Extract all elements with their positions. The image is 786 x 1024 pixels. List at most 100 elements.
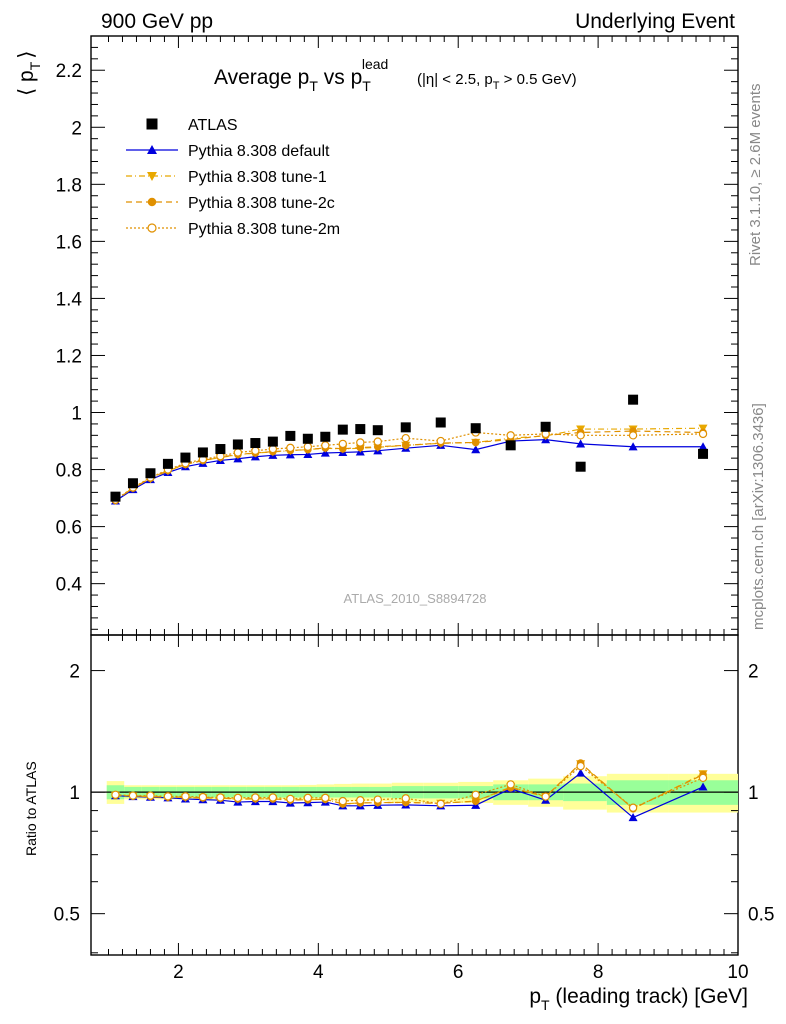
ratio-point-3	[576, 761, 585, 771]
atlas-point	[355, 424, 366, 435]
series-point-3	[251, 446, 260, 455]
y-tick-label-ratio: 2	[69, 662, 80, 683]
ratio-point-3	[401, 794, 410, 803]
ratio-point-0	[628, 813, 638, 822]
y-tick-label: 0.8	[56, 461, 82, 482]
svg-text:pT (leading track) [GeV]: pT (leading track) [GeV]	[529, 985, 748, 1013]
title-vs: vs p	[318, 66, 362, 89]
legend-marker	[146, 118, 158, 130]
atlas-point	[575, 461, 586, 472]
series-point-3	[628, 431, 638, 440]
ratio-line-3	[115, 765, 704, 809]
atlas-point	[250, 438, 261, 449]
series-point-0	[576, 439, 586, 448]
legend-marker	[147, 197, 157, 207]
y-axis-label-bottom: Ratio to ATLAS	[23, 761, 39, 856]
header-left: 900 GeV pp	[101, 10, 213, 33]
ratio-point-3	[251, 793, 260, 802]
ratio-point-3	[436, 799, 445, 809]
ratio-point-3	[628, 803, 638, 812]
y-tick-label-ratio-right: 1	[748, 783, 759, 804]
series-point-3	[698, 429, 708, 439]
ratio-point-3	[268, 793, 278, 802]
atlas-point	[180, 452, 191, 463]
svg-text:Average pT vs pTlead: Average pT vs pTlead	[214, 56, 388, 94]
ratio-point-3	[163, 792, 173, 801]
x-tick-label: 8	[593, 962, 604, 983]
title-sub-t: T	[309, 78, 318, 94]
atlas-point	[372, 425, 383, 436]
series-point-3	[401, 433, 410, 443]
series-point-0	[628, 442, 638, 451]
y-tick-label: 1.4	[56, 289, 83, 310]
title-tail-a: (|η| < 2.5, p	[417, 71, 493, 88]
x-tick-label: 4	[313, 962, 324, 983]
series-point-3	[233, 448, 243, 457]
y-tick-label: 1	[71, 404, 82, 425]
legend-label: Pythia 8.308 tune-2c	[188, 195, 335, 212]
ratio-point-3	[111, 790, 120, 799]
ratio-point-3	[338, 796, 348, 806]
ratio-point-0	[576, 768, 586, 777]
ratio-point-0	[698, 782, 708, 791]
ratio-line-2	[115, 762, 704, 810]
ratio-point-3	[698, 773, 708, 783]
series-marks	[110, 394, 709, 822]
ratio-point-3	[128, 791, 138, 800]
series-point-3	[338, 439, 348, 449]
atlas-point	[302, 433, 313, 444]
atlas-point	[505, 440, 516, 451]
x-axis-label: pT (leading track) [GeV]	[529, 985, 748, 1013]
series-point-0	[471, 445, 481, 454]
series-point-3	[356, 438, 365, 447]
x-tick-label: 6	[453, 962, 464, 983]
atlas-point	[540, 421, 551, 432]
y-axis-label-top: ⟨ pT⟩	[15, 51, 43, 96]
y-tick-label: 2	[71, 118, 82, 139]
series-point-2	[401, 441, 410, 450]
x-tick-label: 2	[173, 962, 184, 983]
title-lead-sup: lead	[362, 56, 388, 72]
legend-marker	[147, 145, 157, 154]
legend-marker	[147, 223, 157, 233]
y-tick-label: 1.6	[56, 232, 82, 253]
ratio-point-3	[506, 780, 515, 789]
title-tail-b: T	[493, 80, 500, 92]
atlas-point	[110, 491, 121, 502]
header-right: Underlying Event	[575, 10, 735, 33]
y-tick-label-ratio-right: 0.5	[748, 905, 774, 926]
atlas-point	[145, 468, 156, 479]
analysis-watermark: ATLAS_2010_S8894728	[344, 591, 487, 606]
series-point-3	[303, 442, 313, 451]
ratio-point-3	[146, 791, 155, 800]
ratio-point-3	[471, 790, 480, 799]
title-tail-c: > 0.5 GeV)	[500, 71, 577, 88]
series-point-3	[576, 431, 585, 440]
axis-ticks: 2 4 6 8 10 0.4 0.6 0.8 1 1.2 1.4 1.6 1.8 2 2.2 0.5 0.5 1 1…	[54, 36, 774, 983]
atlas-point	[267, 436, 278, 447]
series-point-0	[698, 442, 708, 451]
y-tick-label: 1.8	[56, 175, 82, 196]
title-lead-sub: T	[362, 78, 371, 94]
series-point-2	[471, 438, 480, 447]
ratio-point-3	[321, 793, 330, 803]
series-point-1	[698, 424, 708, 433]
ratio-point-3	[356, 795, 365, 805]
ratio-point-2	[471, 797, 480, 805]
atlas-point	[197, 447, 208, 458]
series-point-3	[436, 436, 445, 446]
atlas-point	[162, 458, 173, 469]
y-tick-label-ratio: 0.5	[54, 905, 80, 926]
legend-label: Pythia 8.308 default	[188, 143, 330, 160]
atlas-point	[337, 424, 348, 435]
legend-marker	[147, 172, 157, 181]
title-main: Average p	[214, 66, 309, 89]
atlas-point	[435, 417, 446, 428]
ratio-point-3	[181, 792, 190, 801]
legend-label: Pythia 8.308 tune-2m	[188, 221, 340, 238]
series-point-3	[321, 441, 330, 450]
ratio-point-3	[373, 795, 382, 804]
y-tick-label-ratio-right: 2	[748, 662, 759, 683]
y-tick-label: 1.2	[56, 346, 82, 367]
